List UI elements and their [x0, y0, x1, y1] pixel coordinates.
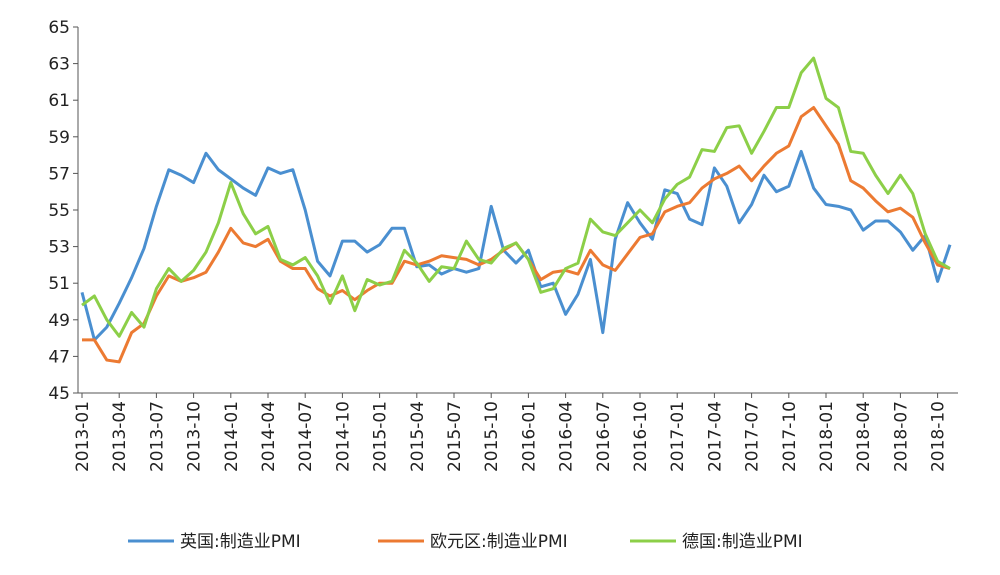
y-tick-label: 45 — [48, 384, 70, 404]
x-tick-label: 2014-01 — [222, 401, 242, 472]
x-tick-label: 2018-04 — [854, 401, 874, 472]
y-tick-label: 59 — [48, 128, 70, 148]
x-tick-label: 2013-10 — [185, 401, 205, 472]
x-tick-label: 2013-04 — [110, 401, 130, 472]
x-tick-label: 2015-10 — [482, 401, 502, 472]
y-tick-label: 61 — [48, 91, 70, 111]
x-tick-label: 2014-04 — [259, 401, 279, 472]
x-tick-label: 2016-07 — [594, 401, 614, 472]
x-tick-label: 2014-10 — [333, 401, 353, 472]
x-tick-label: 2017-10 — [780, 401, 800, 472]
legend-label: 欧元区:制造业PMI — [430, 532, 568, 552]
x-tick-label: 2018-01 — [817, 401, 837, 472]
x-tick-label: 2016-10 — [631, 401, 651, 472]
x-tick-label: 2015-01 — [371, 401, 391, 472]
legend-label: 英国:制造业PMI — [180, 532, 301, 552]
x-tick-label: 2015-04 — [408, 401, 428, 472]
y-tick-label: 47 — [48, 347, 70, 367]
y-tick-label: 57 — [48, 164, 70, 184]
x-tick-label: 2016-01 — [519, 401, 539, 472]
series-line — [81, 56, 951, 338]
y-tick-label: 51 — [48, 274, 70, 294]
x-tick-label: 2018-10 — [929, 401, 949, 472]
y-tick-label: 55 — [48, 201, 70, 221]
x-tick-label: 2016-04 — [557, 401, 577, 472]
series-line — [80, 149, 952, 342]
x-tick-label: 2015-07 — [445, 401, 465, 472]
x-tick-label: 2013-07 — [147, 401, 167, 472]
x-tick-label: 2013-01 — [73, 401, 93, 472]
y-tick-label: 49 — [48, 311, 70, 331]
y-tick-label: 53 — [48, 238, 70, 258]
legend-label: 德国:制造业PMI — [682, 532, 803, 552]
x-tick-label: 2018-07 — [891, 401, 911, 472]
y-tick-label: 63 — [48, 55, 70, 75]
x-tick-label: 2017-04 — [705, 401, 725, 472]
y-tick-label: 65 — [48, 18, 70, 38]
x-tick-label: 2017-07 — [743, 401, 763, 472]
x-tick-label: 2014-07 — [296, 401, 316, 472]
x-tick-label: 2017-01 — [668, 401, 688, 472]
